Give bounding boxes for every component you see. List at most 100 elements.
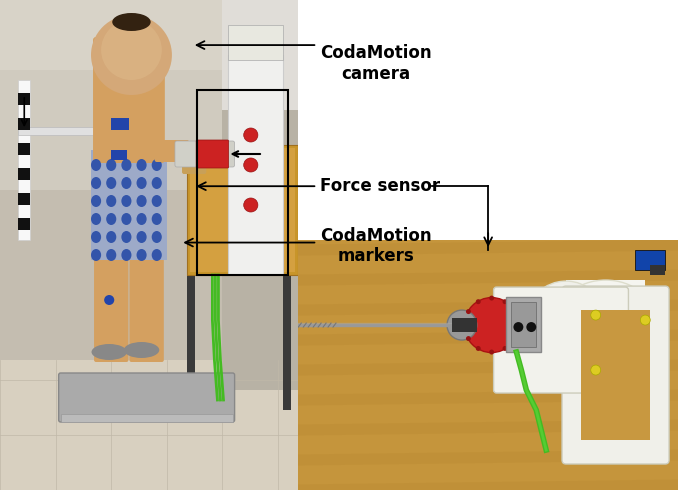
Circle shape [489,295,494,300]
FancyBboxPatch shape [175,141,235,167]
Bar [283,275,292,410]
Circle shape [591,310,601,320]
Ellipse shape [106,213,117,225]
Ellipse shape [91,213,101,225]
Circle shape [513,309,517,314]
Circle shape [502,299,508,304]
Bar [0,360,298,490]
Ellipse shape [136,177,146,189]
Circle shape [235,202,251,218]
FancyBboxPatch shape [182,152,206,174]
FancyBboxPatch shape [562,286,669,464]
Ellipse shape [136,249,146,261]
Bar [111,118,129,130]
Circle shape [243,158,258,172]
Ellipse shape [106,159,117,171]
Ellipse shape [152,231,162,243]
Text: CodaMotion
markers: CodaMotion markers [320,226,432,266]
Ellipse shape [92,344,127,360]
Circle shape [466,309,471,314]
Circle shape [101,20,162,80]
Bar [18,118,31,130]
Ellipse shape [121,213,132,225]
Ellipse shape [91,177,101,189]
Bar [187,145,298,275]
Ellipse shape [152,159,162,171]
Ellipse shape [106,177,117,189]
Ellipse shape [106,249,117,261]
Ellipse shape [136,213,146,225]
FancyBboxPatch shape [59,373,235,422]
Ellipse shape [106,195,117,207]
Bar [228,25,283,60]
Circle shape [591,365,601,375]
Bar [222,0,298,110]
Ellipse shape [526,281,605,359]
Bar [228,55,283,275]
Ellipse shape [152,177,162,189]
Circle shape [513,322,523,332]
Circle shape [243,128,258,142]
Bar [635,250,665,270]
Bar [18,93,31,105]
Ellipse shape [121,249,132,261]
Circle shape [489,349,494,355]
Circle shape [104,295,115,305]
Bar [18,168,31,180]
Ellipse shape [136,195,146,207]
Ellipse shape [447,310,477,340]
Circle shape [462,322,467,327]
Bar [506,297,541,352]
Bar [18,193,31,205]
Text: Force sensor: Force sensor [320,177,440,195]
Bar [60,414,233,422]
FancyBboxPatch shape [196,140,228,168]
Ellipse shape [121,177,132,189]
Ellipse shape [464,297,519,353]
Circle shape [516,322,521,327]
Bar [190,148,296,272]
Bar [222,0,298,390]
Bar [18,218,31,230]
Bar [18,80,31,240]
FancyBboxPatch shape [93,37,165,163]
Bar [111,150,127,160]
Circle shape [91,15,172,95]
Circle shape [243,198,258,212]
Circle shape [502,346,508,351]
Bar [91,150,167,260]
Ellipse shape [556,280,655,360]
Bar [18,127,99,135]
Ellipse shape [121,159,132,171]
Ellipse shape [91,195,101,207]
Bar [187,260,298,275]
FancyBboxPatch shape [129,228,164,362]
Bar [0,0,222,70]
Ellipse shape [91,231,101,243]
Ellipse shape [152,249,162,261]
Circle shape [466,336,471,341]
Bar [452,318,477,332]
Circle shape [476,346,481,351]
Text: CodaMotion
camera: CodaMotion camera [320,44,432,83]
Ellipse shape [121,195,132,207]
Circle shape [640,315,650,325]
FancyBboxPatch shape [155,140,189,162]
Ellipse shape [152,213,162,225]
Ellipse shape [121,231,132,243]
Ellipse shape [91,249,101,261]
Ellipse shape [136,159,146,171]
FancyBboxPatch shape [94,228,128,362]
Ellipse shape [124,342,159,358]
Bar [238,252,268,260]
Ellipse shape [113,13,151,31]
Bar [566,280,645,360]
Circle shape [476,299,481,304]
Circle shape [526,322,536,332]
Bar [197,90,288,275]
Bar [511,302,536,347]
Bar [18,143,31,155]
Bar [650,265,665,275]
Bar [0,0,298,190]
Bar [581,310,650,440]
